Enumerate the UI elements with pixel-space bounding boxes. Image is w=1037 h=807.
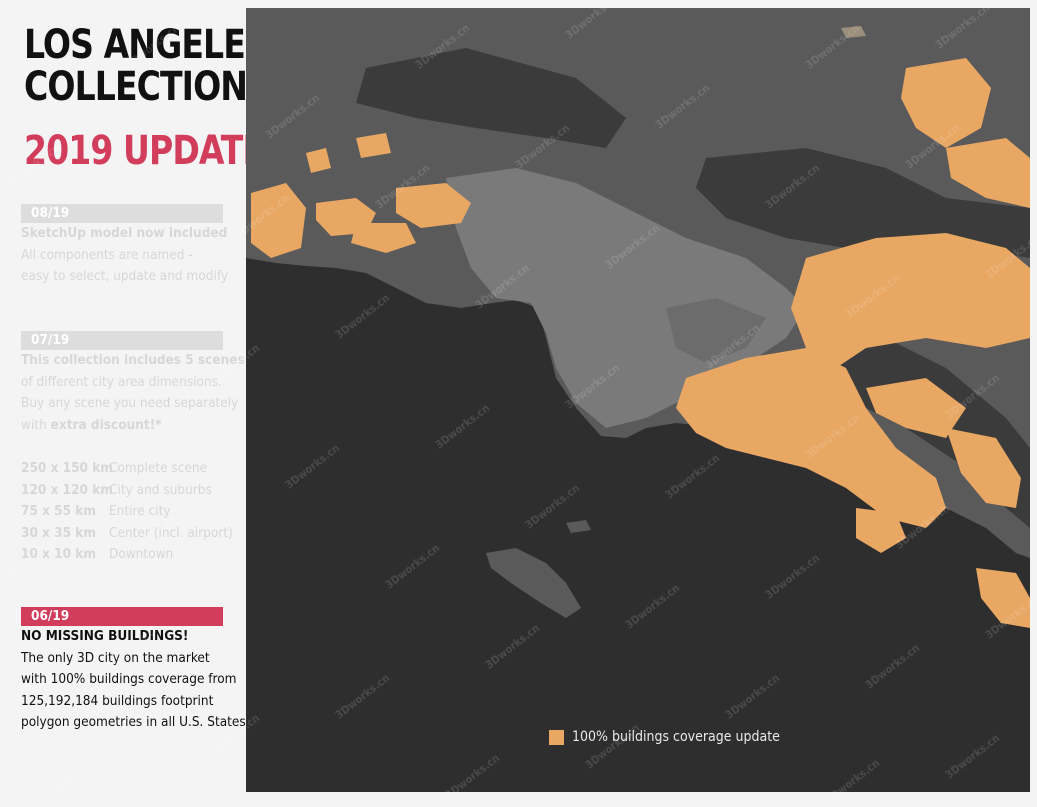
section-text: easy to select, update and modify — [21, 268, 229, 284]
section-heading: This collection includes 5 scenes — [21, 352, 245, 368]
coverage-patch — [791, 233, 1030, 368]
scene-name: Center (incl. airport) — [109, 524, 233, 541]
coverage-patch — [676, 348, 946, 528]
date-badge: 07/19 — [21, 331, 223, 350]
scene-name: City and suburbs — [109, 481, 212, 498]
island — [486, 548, 581, 618]
section-text: All components are named - — [21, 246, 193, 263]
section-text: 125,192,184 buildings footprint — [21, 692, 214, 709]
coverage-patch — [856, 508, 906, 553]
mountain-area — [696, 148, 1030, 258]
coverage-patch — [946, 138, 1030, 208]
mountain-area — [356, 48, 626, 148]
list-item: 30 x 35 km Center (incl. airport) — [21, 523, 241, 545]
section-text: Buy any scene you need separately — [21, 395, 239, 411]
coverage-patch — [976, 568, 1030, 628]
section-heading: NO MISSING BUILDINGS! — [21, 628, 189, 644]
list-item: 250 x 150 km Complete scene — [21, 458, 241, 480]
city-area — [666, 298, 766, 363]
section-text: polygon geometries in all U.S. States — [21, 714, 246, 730]
scene-name: Complete scene — [109, 460, 208, 476]
lake — [841, 26, 866, 38]
coverage-map — [246, 8, 1030, 792]
section-aug: 08/19 SketchUp model now included All co… — [21, 204, 241, 288]
scene-sizes-list: 250 x 150 km Complete scene 120 x 120 km C… — [21, 458, 241, 566]
coverage-patch — [251, 183, 306, 258]
coverage-highlights — [251, 58, 1030, 628]
section-text: of different city area dimensions. — [21, 373, 222, 390]
legend-swatch — [549, 729, 564, 745]
coverage-patch — [306, 148, 331, 173]
discount-text: extra discount!* — [50, 416, 162, 433]
scene-dimension: 75 x 55 km — [21, 503, 97, 519]
coverage-patch — [866, 378, 966, 438]
collection-title: LOS ANGELES COLLECTION — [24, 22, 269, 110]
list-item: 75 x 55 km Entire city — [21, 501, 241, 523]
list-item: 10 x 10 km Downtown — [21, 544, 241, 566]
section-text: The only 3D city on the market — [21, 649, 210, 666]
scene-name: Entire city — [109, 503, 171, 519]
text-prefix: with — [21, 416, 51, 433]
scene-dimension: 120 x 120 km — [21, 481, 113, 498]
island — [566, 520, 591, 533]
city-area — [446, 168, 806, 428]
section-text: with extra discount!* — [21, 415, 241, 437]
coverage-patch — [351, 223, 416, 253]
coverage-patch — [946, 428, 1021, 508]
map-canvas — [246, 8, 1030, 792]
section-text: with 100% buildings coverage from — [21, 671, 237, 687]
scene-dimension: 30 x 35 km — [21, 524, 97, 541]
section-jul: 07/19 This collection includes 5 scenes … — [21, 331, 245, 437]
scene-dimension: 250 x 150 km — [21, 460, 113, 476]
coverage-patch — [396, 183, 471, 228]
coverage-patch — [356, 133, 391, 158]
update-heading: 2019 UPDATE — [24, 128, 265, 174]
list-item: 120 x 120 km City and suburbs — [21, 480, 241, 502]
date-badge: 06/19 — [21, 607, 223, 626]
coverage-patch — [901, 58, 991, 148]
title-line-1: LOS ANGELES — [24, 22, 269, 68]
date-badge: 08/19 — [21, 204, 223, 223]
map-legend: 100% buildings coverage update — [549, 729, 780, 745]
title-line-2: COLLECTION — [24, 64, 248, 110]
legend-label: 100% buildings coverage update — [572, 729, 780, 745]
scene-name: Downtown — [109, 546, 174, 562]
section-jun: 06/19 NO MISSING BUILDINGS! The only 3D … — [21, 607, 246, 734]
sidebar: LOS ANGELES COLLECTION 2019 UPDATE 08/19… — [0, 0, 269, 800]
section-heading: SketchUp model now included — [21, 225, 228, 241]
scene-dimension: 10 x 10 km — [21, 546, 97, 562]
